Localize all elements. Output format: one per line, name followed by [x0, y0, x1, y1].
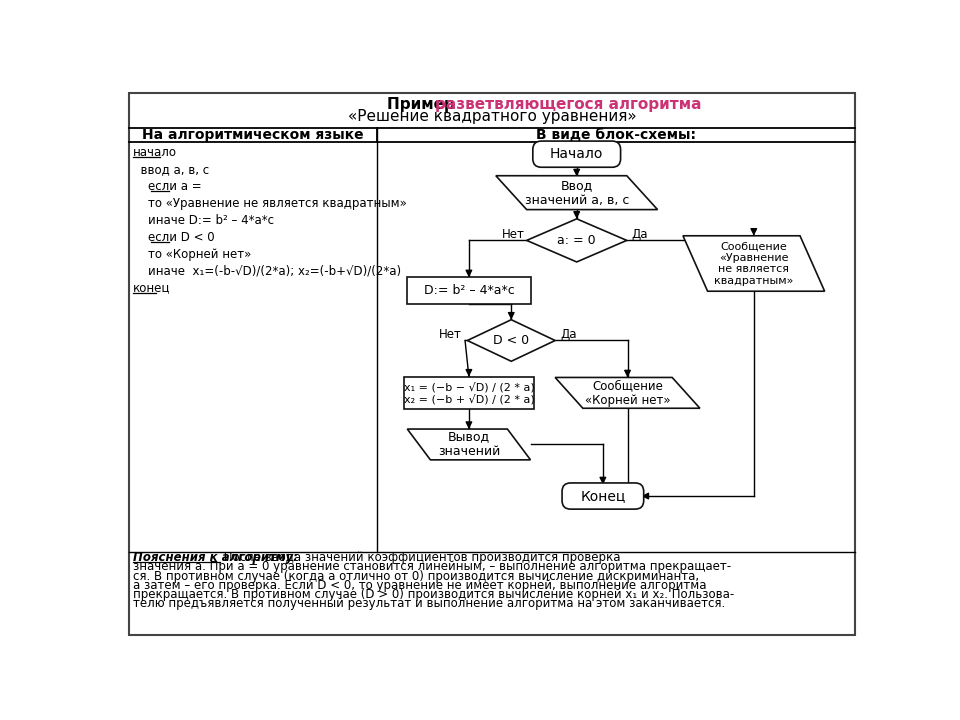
Text: иначе  x₁=(-b-√D)/(2*a); x₂=(-b+√D)/(2*a): иначе x₁=(-b-√D)/(2*a); x₂=(-b+√D)/(2*a): [133, 265, 401, 278]
Text: то «Корней нет»: то «Корней нет»: [133, 248, 252, 261]
Polygon shape: [555, 377, 700, 408]
Text: Сообщение
«Корней нет»: Сообщение «Корней нет»: [585, 379, 670, 407]
Polygon shape: [496, 176, 658, 210]
Text: Начало: Начало: [550, 147, 604, 161]
Text: Пояснения к алгоритму:: Пояснения к алгоритму:: [133, 551, 298, 564]
Text: Пример: Пример: [387, 96, 461, 112]
Text: Нет: Нет: [502, 228, 525, 240]
Text: D:= b² – 4*a*c: D:= b² – 4*a*c: [423, 284, 515, 297]
Text: ся. В противном случае (когда а отлично от 0) производится вычисление дискримина: ся. В противном случае (когда а отлично …: [133, 570, 699, 582]
Text: прекращается. В противном случае (D > 0) производится вычисление корней x₁ и x₂.: прекращается. В противном случае (D > 0)…: [133, 588, 734, 601]
Text: иначе D:= b² – 4*a*c: иначе D:= b² – 4*a*c: [133, 214, 275, 227]
Polygon shape: [527, 219, 627, 262]
Text: Нет: Нет: [439, 328, 462, 341]
Text: Ввод
значений а, в, с: Ввод значений а, в, с: [524, 179, 629, 207]
Bar: [404, 377, 534, 409]
Polygon shape: [468, 320, 555, 361]
Text: После ввода значений коэффициентов производится проверка: После ввода значений коэффициентов произ…: [221, 551, 621, 564]
Text: Конец: Конец: [580, 489, 626, 503]
Text: «Решение квадратного уравнения»: «Решение квадратного уравнения»: [348, 109, 636, 124]
Text: телю предъявляется полученный результат и выполнение алгоритма на этом заканчива: телю предъявляется полученный результат …: [133, 598, 726, 611]
Text: если а =: если а =: [133, 180, 202, 193]
Text: а: = 0: а: = 0: [558, 234, 596, 247]
Text: В виде блок-схемы:: В виде блок-схемы:: [536, 128, 696, 142]
FancyBboxPatch shape: [562, 483, 644, 509]
Polygon shape: [683, 235, 825, 291]
Text: Вывод
значений: Вывод значений: [438, 431, 500, 459]
Text: значения а. При а = 0 уравнение становится линейным, – выполнение алгоритма прек: значения а. При а = 0 уравнение становит…: [133, 560, 732, 573]
Text: Да: Да: [632, 228, 648, 240]
Text: D < 0: D < 0: [493, 334, 529, 347]
FancyBboxPatch shape: [533, 141, 620, 167]
Text: разветвляющегося алгоритма: разветвляющегося алгоритма: [435, 96, 702, 112]
Text: а затем – его проверка. Если D < 0, то уравнение не имеет корней, выполнение алг: а затем – его проверка. Если D < 0, то у…: [133, 579, 707, 592]
Polygon shape: [407, 429, 531, 460]
Text: начало: начало: [133, 146, 178, 159]
Text: если D < 0: если D < 0: [133, 231, 215, 244]
Text: x₁ = (−b − √D) / (2 * a)
x₂ = (−b + √D) / (2 * a): x₁ = (−b − √D) / (2 * a) x₂ = (−b + √D) …: [403, 382, 535, 404]
Bar: [406, 277, 531, 304]
Text: На алгоритмическом языке: На алгоритмическом языке: [142, 128, 364, 142]
Text: конец: конец: [133, 282, 171, 294]
Text: то «Уравнение не является квадратным»: то «Уравнение не является квадратным»: [133, 197, 407, 210]
Text: Сообщение
«Уравнение
не является
квадратным»: Сообщение «Уравнение не является квадрат…: [714, 241, 794, 286]
Text: ввод а, в, с: ввод а, в, с: [133, 163, 209, 176]
Text: Да: Да: [561, 328, 577, 341]
